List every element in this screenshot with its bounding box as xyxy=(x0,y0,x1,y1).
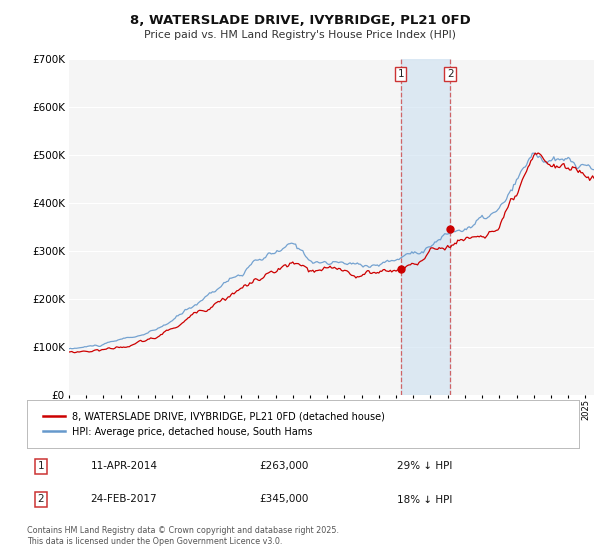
Text: 1: 1 xyxy=(37,461,44,472)
Text: 18% ↓ HPI: 18% ↓ HPI xyxy=(397,494,452,505)
Text: 1: 1 xyxy=(397,69,404,79)
Text: 2: 2 xyxy=(37,494,44,505)
Text: £263,000: £263,000 xyxy=(259,461,308,472)
Text: Price paid vs. HM Land Registry's House Price Index (HPI): Price paid vs. HM Land Registry's House … xyxy=(144,30,456,40)
Text: 11-APR-2014: 11-APR-2014 xyxy=(91,461,157,472)
Bar xyxy=(401,59,450,395)
Text: 2: 2 xyxy=(447,69,454,79)
Text: 29% ↓ HPI: 29% ↓ HPI xyxy=(397,461,452,472)
Text: 8, WATERSLADE DRIVE, IVYBRIDGE, PL21 0FD: 8, WATERSLADE DRIVE, IVYBRIDGE, PL21 0FD xyxy=(130,14,470,27)
Text: £345,000: £345,000 xyxy=(259,494,308,505)
Text: Contains HM Land Registry data © Crown copyright and database right 2025.
This d: Contains HM Land Registry data © Crown c… xyxy=(27,526,339,546)
Legend: 8, WATERSLADE DRIVE, IVYBRIDGE, PL21 0FD (detached house), HPI: Average price, d: 8, WATERSLADE DRIVE, IVYBRIDGE, PL21 0FD… xyxy=(37,405,391,443)
Text: 24-FEB-2017: 24-FEB-2017 xyxy=(91,494,157,505)
